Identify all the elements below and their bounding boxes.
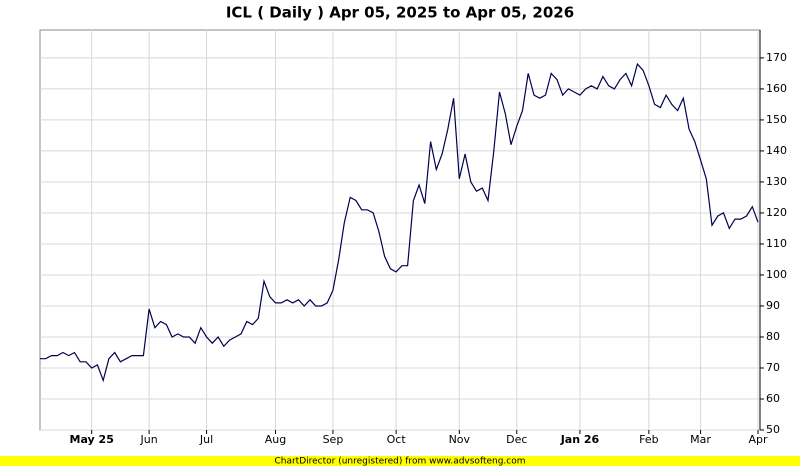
x-tick-label: Apr: [748, 433, 768, 446]
y-tick-label: 140: [766, 144, 787, 157]
x-tick-label: Aug: [265, 433, 286, 446]
y-tick-label: 100: [766, 268, 787, 281]
plot-area: [39, 29, 761, 431]
x-tick-label: Jun: [140, 433, 158, 446]
y-tick-label: 150: [766, 113, 787, 126]
x-tick-label: Nov: [449, 433, 471, 446]
y-tick-label: 90: [766, 299, 780, 312]
x-tick-label: May 25: [70, 433, 114, 446]
x-tick-label: Mar: [690, 433, 711, 446]
x-tick-label: Jan 26: [560, 433, 600, 446]
price-line: [40, 62, 759, 383]
chart-title: ICL ( Daily ) Apr 05, 2025 to Apr 05, 20…: [226, 4, 574, 22]
y-tick-label: 170: [766, 51, 787, 64]
x-tick-label: Oct: [387, 433, 407, 446]
x-tick-label: Sep: [323, 433, 344, 446]
footer-band: [0, 456, 800, 466]
y-tick-label: 50: [766, 423, 780, 436]
footer-text: ChartDirector (unregistered) from www.ad…: [274, 457, 525, 467]
y-tick-label: 70: [766, 361, 780, 374]
y-tick-label: 160: [766, 82, 787, 95]
y-tick-label: 60: [766, 392, 780, 405]
x-tick-label: Jul: [199, 433, 213, 446]
y-tick-label: 120: [766, 206, 787, 219]
x-tick-label: Dec: [506, 433, 527, 446]
x-tick-label: Feb: [639, 433, 658, 446]
y-tick-label: 80: [766, 330, 780, 343]
y-tick-label: 110: [766, 237, 787, 250]
y-tick-label: 130: [766, 175, 787, 188]
